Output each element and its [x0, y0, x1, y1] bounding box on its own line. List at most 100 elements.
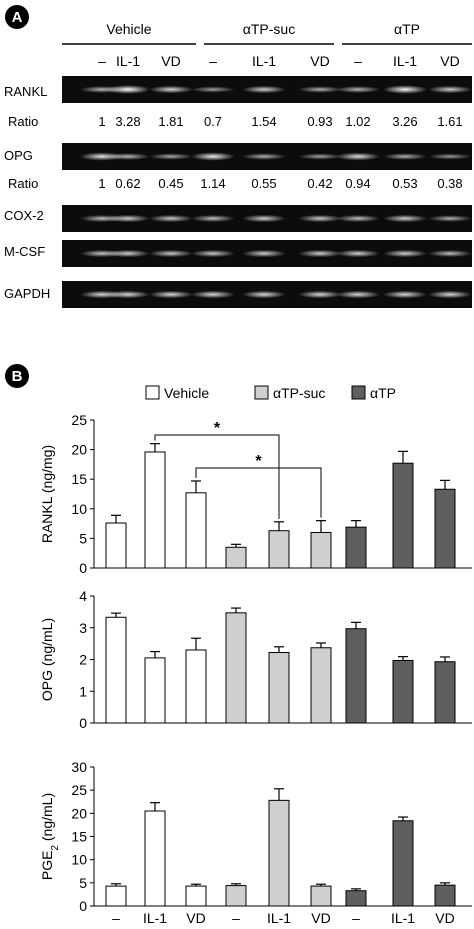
blot-band	[191, 214, 235, 223]
ratio-value: 0.62	[115, 176, 140, 191]
ratio-value: 0.38	[437, 176, 462, 191]
group-header: Vehicle	[106, 21, 151, 37]
x-tick-label: VD	[311, 910, 330, 926]
y-tick-label: 0	[79, 898, 87, 914]
y-axis-label: PGE2 (ng/mL)	[39, 793, 61, 880]
blot-band	[336, 214, 380, 223]
bar	[392, 659, 414, 724]
bar	[268, 799, 290, 907]
bar	[225, 546, 247, 569]
blot-band	[106, 290, 150, 299]
ratio-value: 1.81	[158, 114, 183, 129]
x-tick-label: VD	[435, 910, 454, 926]
blot-band	[336, 249, 380, 258]
bar	[310, 647, 332, 724]
ratio-value: 0.53	[392, 176, 417, 191]
ratio-value: 0.93	[307, 114, 332, 129]
x-tick-label: VD	[186, 910, 205, 926]
blot-band	[336, 86, 380, 93]
bar	[225, 612, 247, 724]
panel-label-badge	[5, 364, 29, 388]
bar	[434, 884, 456, 907]
bar	[345, 628, 367, 724]
blot-band	[149, 214, 193, 223]
blot-band	[191, 290, 235, 299]
panel-label-badge	[5, 5, 29, 29]
blot-band	[106, 153, 150, 160]
y-tick-label: 3	[79, 620, 87, 636]
blot-row-label: OPG	[4, 148, 33, 163]
group-header: αTP	[394, 21, 420, 37]
blot-band	[191, 152, 235, 161]
ratio-value: 0.7	[204, 114, 222, 129]
blot-band	[298, 214, 342, 223]
panel-label: A	[12, 9, 23, 26]
y-tick-label: 4	[79, 588, 87, 604]
bar	[185, 885, 207, 907]
bar	[268, 652, 290, 724]
x-tick-label: IL-1	[143, 910, 167, 926]
lane-label: VD	[161, 53, 180, 69]
ratio-value: 1.02	[345, 114, 370, 129]
ratio-value: 0.94	[345, 176, 370, 191]
y-axis-label-subscript: 2	[50, 845, 61, 851]
y-axis-label: OPG (ng/mL)	[39, 618, 55, 701]
blot-band	[383, 249, 427, 258]
blot-row-label: M-CSF	[4, 244, 45, 259]
bar	[310, 531, 332, 569]
ratio-value: 0.45	[158, 176, 183, 191]
ratio-value: 1.14	[200, 176, 225, 191]
bar	[105, 616, 127, 724]
y-tick-label: 15	[71, 829, 87, 845]
significance-bracket	[154, 434, 280, 519]
bar	[392, 462, 414, 569]
legend-swatch	[145, 385, 160, 400]
blot-band	[106, 249, 150, 258]
significance-bracket	[195, 467, 322, 518]
blot-band	[106, 214, 150, 223]
lane-label: VD	[440, 53, 459, 69]
blot-band	[242, 214, 286, 223]
lane-label: IL-1	[252, 53, 276, 69]
ratio-value: 0.42	[307, 176, 332, 191]
y-axis-label: RANKL (ng/mg)	[39, 445, 55, 543]
significance-star: *	[255, 453, 262, 470]
x-tick-label: –	[232, 910, 240, 926]
bar	[434, 488, 456, 569]
lane-label: –	[98, 53, 106, 69]
x-tick-label: –	[352, 910, 360, 926]
y-tick-label: 10	[71, 852, 87, 868]
blot-band	[191, 86, 235, 93]
y-tick-label: 15	[71, 471, 87, 487]
y-tick-label: 0	[79, 560, 87, 576]
ratio-value: 3.28	[115, 114, 140, 129]
lane-label: –	[354, 53, 362, 69]
blot-band	[191, 249, 235, 258]
legend-label: αTP-suc	[273, 385, 325, 401]
bar	[144, 657, 166, 724]
blot-band	[106, 85, 150, 94]
blot-band	[242, 153, 286, 160]
bar	[144, 810, 166, 907]
y-tick-label: 1	[79, 683, 87, 699]
bar	[345, 890, 367, 907]
bar	[144, 451, 166, 569]
blot-band	[298, 290, 342, 299]
lane-label: IL-1	[116, 53, 140, 69]
blot-band	[149, 249, 193, 258]
blot-band	[383, 214, 427, 223]
blot-band	[336, 152, 380, 161]
blot-band	[298, 86, 342, 93]
ratio-label: Ratio	[8, 114, 38, 129]
lane-label: VD	[310, 53, 329, 69]
y-tick-label: 20	[71, 805, 87, 821]
blot-band	[383, 290, 427, 299]
ratio-value: 1.54	[251, 114, 276, 129]
blot-band	[242, 290, 286, 299]
lane-label: –	[209, 53, 217, 69]
y-tick-label: 5	[79, 875, 87, 891]
x-tick-label: IL-1	[267, 910, 291, 926]
bar	[310, 885, 332, 907]
